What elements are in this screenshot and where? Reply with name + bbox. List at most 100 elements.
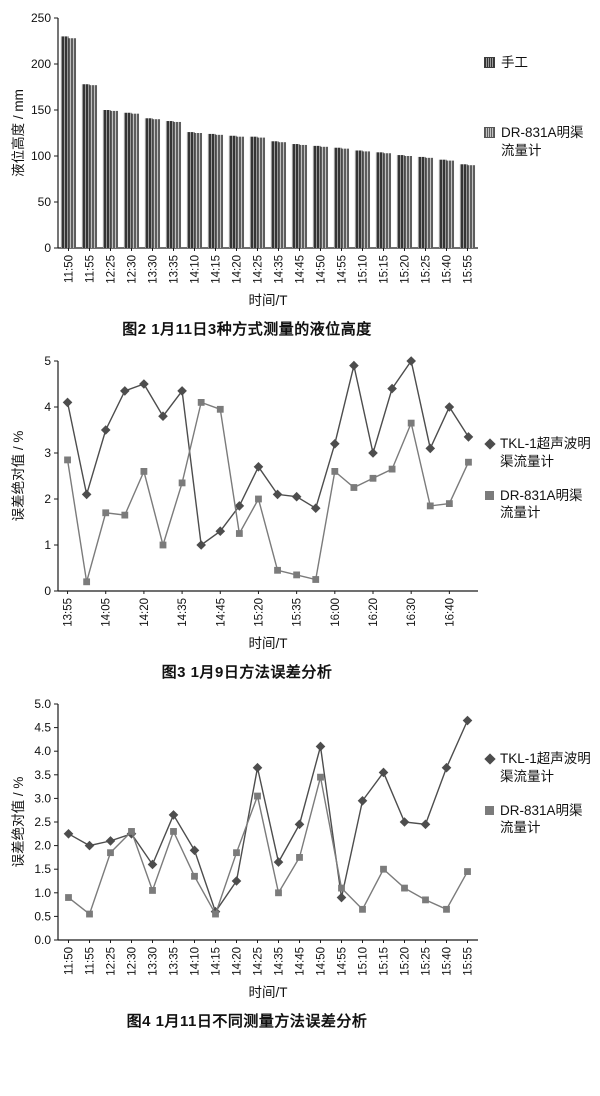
svg-text:15:20: 15:20 <box>253 598 265 627</box>
svg-text:15:25: 15:25 <box>421 947 433 976</box>
svg-text:14:45: 14:45 <box>295 947 307 976</box>
svg-text:误差绝对值 / %: 误差绝对值 / % <box>11 777 26 868</box>
svg-text:14:15: 14:15 <box>211 255 223 284</box>
svg-text:2.5: 2.5 <box>34 815 51 829</box>
svg-text:16:30: 16:30 <box>406 598 418 627</box>
error-line-chart-jan9: 0 1 2 3 4 5 13:55 14:05 14:20 14:35 14:45 15:20 15:3… <box>11 354 478 651</box>
svg-text:100: 100 <box>31 149 51 163</box>
svg-text:时间/T: 时间/T <box>249 293 288 308</box>
svg-text:16:00: 16:00 <box>330 598 342 627</box>
legend-item-dr831a: DR-831A明渠流量计 <box>484 802 596 838</box>
legend-label: TKL-1超声波明渠流量计 <box>500 751 591 784</box>
dr831a-series-marker-icon <box>485 805 494 815</box>
svg-text:2: 2 <box>44 492 51 506</box>
svg-text:0: 0 <box>44 584 51 598</box>
svg-text:14:20: 14:20 <box>139 598 151 627</box>
svg-text:11:50: 11:50 <box>64 255 76 283</box>
svg-text:14:15: 14:15 <box>211 947 223 976</box>
svg-text:4.5: 4.5 <box>34 721 51 735</box>
svg-text:4: 4 <box>44 400 51 414</box>
svg-text:14:50: 14:50 <box>316 255 328 284</box>
legend-label: TKL-1超声波明渠流量计 <box>500 436 591 469</box>
svg-text:14:55: 14:55 <box>337 947 349 976</box>
legend-item-dr831a: DR-831A明渠流量计 <box>484 124 596 160</box>
svg-text:11:55: 11:55 <box>85 255 97 283</box>
figure-3-line-chart-section: 0 1 2 3 4 5 13:55 14:05 14:20 14:35 14:45 15:20 15:3… <box>10 351 598 682</box>
svg-text:14:20: 14:20 <box>232 947 244 976</box>
svg-text:14:25: 14:25 <box>253 947 265 976</box>
legend-item-tkl1: TKL-1超声波明渠流量计 <box>484 435 596 471</box>
dr831a-series-swatch-icon <box>484 126 495 138</box>
svg-text:15:35: 15:35 <box>292 598 304 627</box>
legend-label: DR-831A明渠流量计 <box>500 802 583 836</box>
svg-text:1: 1 <box>44 538 51 552</box>
manual-series-swatch-icon <box>484 57 495 68</box>
svg-text:11:50: 11:50 <box>64 947 76 975</box>
figure-2-legend: 手工 DR-831A明渠流量计 <box>484 8 596 159</box>
svg-text:3.0: 3.0 <box>34 791 51 805</box>
svg-text:14:05: 14:05 <box>101 598 113 627</box>
svg-text:250: 250 <box>31 11 51 25</box>
dr831a-series-marker-icon <box>485 490 494 500</box>
legend-label: DR-831A明渠流量计 <box>500 487 583 521</box>
figure-4-caption: 图4 1月11日不同测量方法误差分析 <box>126 1013 368 1030</box>
svg-text:14:50: 14:50 <box>316 947 328 976</box>
svg-text:50: 50 <box>38 195 52 209</box>
legend-item-dr831a: DR-831A明渠流量计 <box>484 487 596 523</box>
legend-label: DR-831A明渠流量计 <box>501 124 584 158</box>
svg-text:15:55: 15:55 <box>463 255 475 284</box>
svg-text:3.5: 3.5 <box>34 768 51 782</box>
tkl1-series-marker-icon <box>484 438 496 450</box>
figure-4-legend: TKL-1超声波明渠流量计 DR-831A明渠流量计 <box>484 694 596 837</box>
svg-text:15:40: 15:40 <box>442 947 454 976</box>
svg-text:14:25: 14:25 <box>253 255 265 284</box>
figure-2-bar-chart-section: 0 50 100 150 200 250 11:50 11:55 12:25 12:30 13:30… <box>10 8 598 339</box>
svg-text:0: 0 <box>44 241 51 255</box>
svg-text:2.0: 2.0 <box>34 839 51 853</box>
svg-text:14:10: 14:10 <box>190 947 202 976</box>
svg-text:15:25: 15:25 <box>421 255 433 284</box>
svg-text:13:35: 13:35 <box>169 255 181 284</box>
svg-text:15:20: 15:20 <box>400 947 412 976</box>
svg-text:13:30: 13:30 <box>148 947 160 976</box>
svg-text:12:25: 12:25 <box>106 255 118 284</box>
legend-label: 手工 <box>501 55 528 70</box>
svg-text:15:20: 15:20 <box>400 255 412 284</box>
svg-text:0.0: 0.0 <box>34 933 51 947</box>
svg-text:150: 150 <box>31 103 51 117</box>
svg-text:5.0: 5.0 <box>34 697 51 711</box>
svg-text:11:55: 11:55 <box>85 947 97 975</box>
svg-text:1.0: 1.0 <box>34 886 51 900</box>
legend-item-manual: 手工 <box>484 54 596 72</box>
svg-text:14:20: 14:20 <box>232 255 244 284</box>
svg-text:14:45: 14:45 <box>295 255 307 284</box>
figure-3-caption: 图3 1月9日方法误差分析 <box>161 664 333 681</box>
svg-text:14:35: 14:35 <box>274 947 286 976</box>
tkl1-series-marker-icon <box>484 753 496 765</box>
figure-3-legend: TKL-1超声波明渠流量计 DR-831A明渠流量计 <box>484 351 596 522</box>
svg-text:15:40: 15:40 <box>442 255 454 284</box>
figure-4-chart-row: 0.0 0.5 1.0 1.5 2.0 2.5 3.0 3.5 4.0 4.5 5.0 11:50 11… <box>10 694 598 1002</box>
svg-text:12:30: 12:30 <box>127 255 139 284</box>
error-line-chart-jan11: 0.0 0.5 1.0 1.5 2.0 2.5 3.0 3.5 4.0 4.5 5.0 11:50 11… <box>11 697 478 1000</box>
figure-3-chart-row: 0 1 2 3 4 5 13:55 14:05 14:20 14:35 14:45 15:20 15:3… <box>10 351 598 653</box>
svg-text:200: 200 <box>31 57 51 71</box>
svg-text:16:20: 16:20 <box>368 598 380 627</box>
svg-text:0.5: 0.5 <box>34 909 51 923</box>
svg-text:时间/T: 时间/T <box>249 985 288 1000</box>
svg-text:15:10: 15:10 <box>358 255 370 284</box>
figure-2-chart-row: 0 50 100 150 200 250 11:50 11:55 12:25 12:30 13:30… <box>10 8 598 310</box>
svg-text:误差绝对值 / %: 误差绝对值 / % <box>11 431 26 522</box>
svg-text:液位高度 / mm: 液位高度 / mm <box>10 89 26 177</box>
svg-text:时间/T: 时间/T <box>249 636 288 651</box>
svg-text:15:15: 15:15 <box>379 947 391 976</box>
svg-text:13:55: 13:55 <box>63 598 75 627</box>
svg-text:15:15: 15:15 <box>379 255 391 284</box>
liquid-level-bar-chart: 0 50 100 150 200 250 11:50 11:55 12:25 12:30 13:30… <box>10 11 478 308</box>
legend-item-tkl1: TKL-1超声波明渠流量计 <box>484 750 596 786</box>
svg-text:3: 3 <box>44 446 51 460</box>
svg-text:12:30: 12:30 <box>127 947 139 976</box>
svg-text:13:35: 13:35 <box>169 947 181 976</box>
figure-2-caption: 图2 1月11日3种方式测量的液位高度 <box>122 321 372 338</box>
